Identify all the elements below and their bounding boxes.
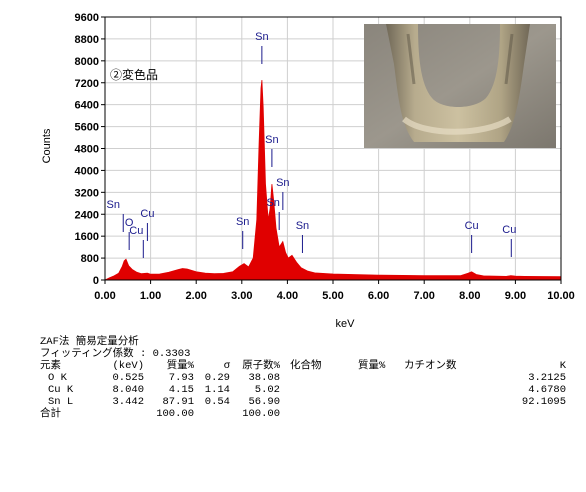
cell-k: 3.2125 <box>528 372 566 384</box>
cell-atomic: 5.02 <box>254 384 280 396</box>
y-tick-label: 6400 <box>75 100 99 112</box>
table-row: Cu K 8.040 4.15 1.14 5.02 4.6780 <box>40 384 580 396</box>
cell-mass: 7.93 <box>168 372 194 384</box>
y-tick-label: 8800 <box>75 34 99 46</box>
table-row: O K 0.525 7.93 0.29 38.08 3.2125 <box>40 372 580 384</box>
peak-label: Sn <box>266 197 279 209</box>
y-tick-label: 4800 <box>75 144 99 156</box>
x-tick-label: 7.00 <box>413 290 434 302</box>
spectrum-series <box>104 79 562 281</box>
x-tick-label: 0.00 <box>94 290 115 302</box>
plot-frame <box>104 16 562 281</box>
cell-sigma: 0.29 <box>204 372 230 384</box>
peak-label: Sn <box>276 177 289 189</box>
cell-mass: 100.00 <box>156 408 194 420</box>
cell-k: 4.6780 <box>528 384 566 396</box>
y-tick-label: 9600 <box>75 12 99 24</box>
x-axis-title: keV <box>336 318 356 330</box>
y-tick-label: 4000 <box>75 165 99 177</box>
peak-label: Sn <box>236 216 249 228</box>
y-tick-label: 800 <box>81 253 99 265</box>
y-tick-label: 1600 <box>75 231 99 243</box>
cell-element: Cu K <box>48 384 74 396</box>
peak-label: O <box>125 217 134 229</box>
peak-label: Cu <box>465 220 479 232</box>
x-tick-label: 10.00 <box>547 290 575 302</box>
x-tick-label: 4.00 <box>277 290 298 302</box>
peak-label: Sn <box>265 134 278 146</box>
peak-label: Sn <box>255 31 268 43</box>
cell-element: O K <box>48 372 67 384</box>
spectrum-chart: 0 800 1600 2400 3200 4000 4800 5600 6400 7200 8000… <box>41 12 575 330</box>
cell-mass: 4.15 <box>168 384 194 396</box>
col-sigma: σ <box>223 360 230 372</box>
cell-sigma: 1.14 <box>204 384 230 396</box>
y-tick-label: 3200 <box>75 187 99 199</box>
y-tick-label: 8000 <box>75 56 99 68</box>
quant-table: ZAF法 簡易定量分析 フィッティング係数 : 0.3303 元素 (keV) … <box>40 336 580 420</box>
x-tick-label: 1.00 <box>140 290 161 302</box>
peak-label: Sn <box>296 220 309 232</box>
cell-atomic: 56.90 <box>248 396 280 408</box>
x-tick-label: 5.00 <box>322 290 343 302</box>
table-heading: ZAF法 簡易定量分析 <box>40 336 139 348</box>
table-heading-row: ZAF法 簡易定量分析 <box>40 336 580 348</box>
y-tick-label: 2400 <box>75 209 99 221</box>
x-tick-label: 6.00 <box>368 290 389 302</box>
cell-sigma: 0.54 <box>204 396 230 408</box>
cell-k: 92.1095 <box>521 396 566 408</box>
cell-kev: 8.040 <box>112 384 144 396</box>
peak-label: Sn <box>107 199 120 211</box>
x-tick-label: 3.00 <box>231 290 252 302</box>
table-total-row: 合計 100.00 100.00 <box>40 408 580 420</box>
col-mass: 質量% <box>166 360 194 372</box>
cell-atomic: 38.08 <box>248 372 280 384</box>
cell-atomic: 100.00 <box>242 408 280 420</box>
col-kev: (keV) <box>112 360 144 372</box>
fitting-row: フィッティング係数 : 0.3303 <box>40 348 580 360</box>
y-tick-label: 5600 <box>75 122 99 134</box>
table-header-row: 元素 (keV) 質量% σ 原子数% 化合物 質量% カチオン数 K <box>40 360 580 372</box>
cell-kev: 0.525 <box>112 372 144 384</box>
peak-label: Cu <box>129 225 143 237</box>
y-tick-label: 0 <box>93 275 99 287</box>
table-body: O K 0.525 7.93 0.29 38.08 3.2125 Cu K 8.040 4.15… <box>40 372 580 420</box>
col-element: 元素 <box>40 360 61 372</box>
peak-label: Cu <box>140 208 154 220</box>
cell-kev: 3.442 <box>112 396 144 408</box>
x-tick-label: 8.00 <box>459 290 480 302</box>
col-cation: カチオン数 <box>404 360 457 372</box>
x-tick-label: 2.00 <box>185 290 206 302</box>
sample-photo <box>364 24 556 148</box>
x-tick-label: 9.00 <box>505 290 526 302</box>
chart-axes: 0 800 1600 2400 3200 4000 4800 5600 6400 7200 8000… <box>75 12 575 302</box>
col-compound-mass: 質量% <box>358 360 386 372</box>
peak-label: Cu <box>502 224 516 236</box>
col-atomic: 原子数% <box>242 360 280 372</box>
cell-element: Sn L <box>48 396 74 408</box>
fitting-value: フィッティング係数 : 0.3303 <box>40 348 191 360</box>
cell-element: 合計 <box>40 408 61 420</box>
cell-mass: 87.91 <box>162 396 194 408</box>
col-k: K <box>559 360 566 372</box>
spectrum-area <box>104 79 562 281</box>
table-row: Sn L 3.442 87.91 0.54 56.90 92.1095 <box>40 396 580 408</box>
sample-label: ②変色品 <box>110 67 158 82</box>
col-compound: 化合物 <box>290 360 322 372</box>
y-tick-label: 7200 <box>75 78 99 90</box>
y-axis-title: Counts <box>41 128 53 163</box>
